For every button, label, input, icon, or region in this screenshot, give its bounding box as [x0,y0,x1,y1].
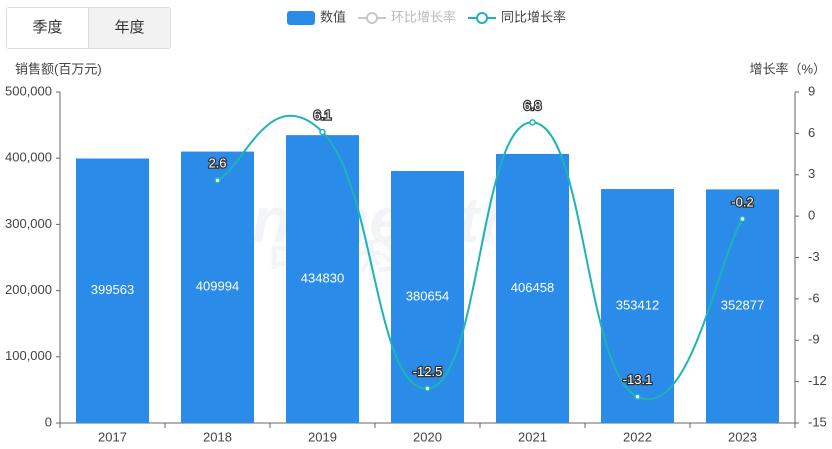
y2-tick-label: -12 [808,373,827,388]
legend-swatch [476,12,489,24]
legend-swatch [366,12,379,24]
line-point [529,119,536,126]
x-tick-label: 2019 [308,429,337,444]
line-point [214,177,221,184]
x-tick-label: 2018 [203,429,232,444]
bar-value-label: 406458 [511,280,554,295]
tab-group: 季度 年度 [6,7,171,49]
legend-label: 环比增长率 [391,9,456,24]
y2-tick-label: -9 [808,332,820,347]
bar [706,189,779,423]
line-point [634,393,641,401]
line-value-label: -0.2 [731,194,753,209]
y2-tick-label: 9 [808,83,815,98]
y-tick-label: 200,000 [5,282,52,297]
y-tick-label: 500,000 [5,83,52,98]
tab[interactable]: 年度 [88,8,170,48]
y-axis-label: 销售额(百万元) [15,61,102,76]
bar-value-label: 353412 [616,297,659,312]
y2-tick-label: 0 [808,208,815,223]
line-value-label: 2.6 [208,156,226,171]
bar-value-label: 399563 [91,282,134,297]
bar [181,151,254,423]
y2-tick-label: 3 [808,166,815,181]
y2-tick-label: 6 [808,125,815,140]
x-tick-label: 2023 [728,429,757,444]
line-point [739,215,746,223]
y-tick-label: 100,000 [5,348,52,363]
x-tick-label: 2020 [413,429,442,444]
line-point [319,128,326,136]
line-value-label: -12.5 [413,364,443,379]
bar-value-label: 380654 [406,288,449,303]
y2-tick-label: -15 [808,414,827,429]
y2-tick-label: -3 [808,249,820,264]
bar [391,171,464,423]
x-tick-label: 2022 [623,429,652,444]
bar-value-label: 409994 [196,279,239,294]
bar [496,153,569,423]
bar [601,189,674,423]
line-point [424,385,431,392]
legend-label: 同比增长率 [501,9,566,24]
line-value-label: -13.1 [623,372,653,387]
bar [286,135,359,423]
y-tick-label: 400,000 [5,150,52,165]
legend-swatch [287,11,315,25]
legend-label: 数值 [320,9,346,24]
bar [76,158,149,423]
y-tick-label: 0 [45,414,52,429]
y2-axis-label: 增长率（%） [749,61,826,76]
line-value-label: 6.8 [523,98,541,113]
y-tick-label: 300,000 [5,216,52,231]
y2-tick-label: -6 [808,290,820,305]
bar-value-label: 352877 [721,298,764,313]
x-tick-label: 2017 [98,429,127,444]
line-value-label: 6.1 [313,107,331,122]
bar-value-label: 434830 [301,271,344,286]
x-tick-label: 2021 [518,429,547,444]
tab[interactable]: 季度 [32,19,63,36]
